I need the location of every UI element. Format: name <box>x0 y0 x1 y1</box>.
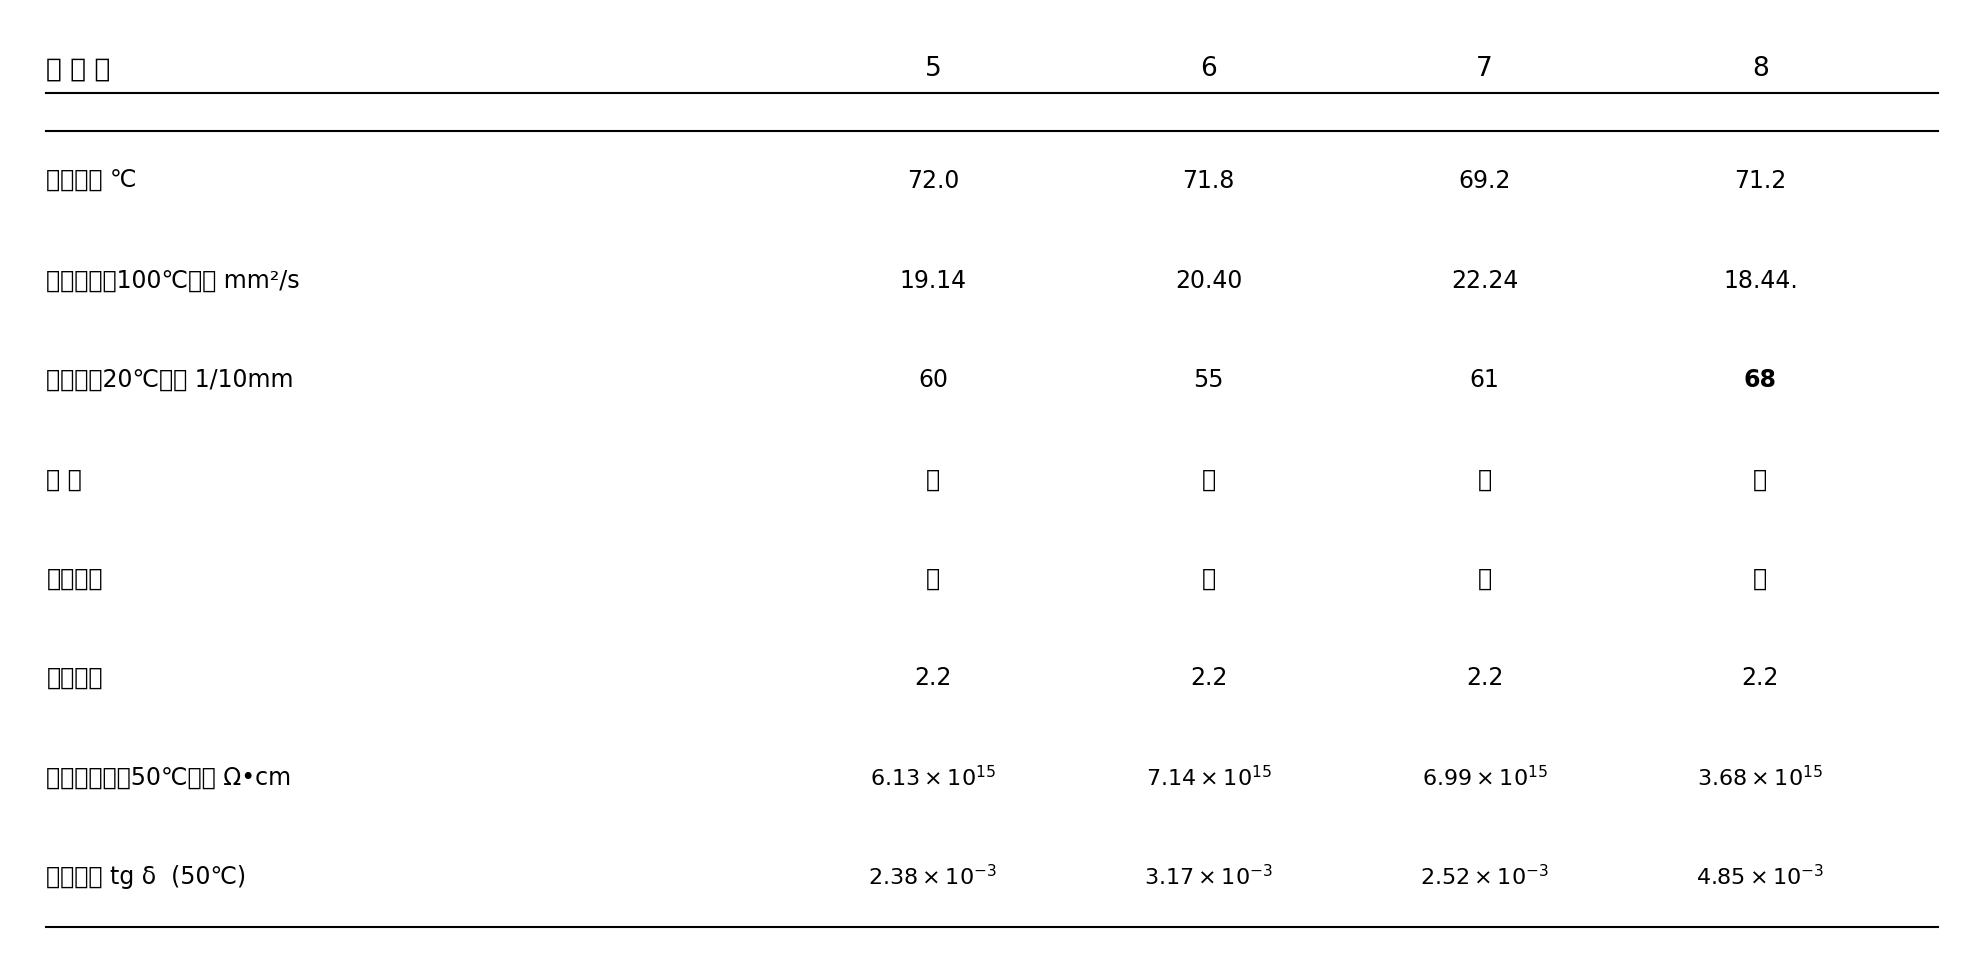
Text: 2.2: 2.2 <box>1190 666 1228 690</box>
Text: $6.13\times10^{15}$: $6.13\times10^{15}$ <box>869 765 996 790</box>
Text: 体积电阵率（50℃）， Ω•cm: 体积电阵率（50℃）， Ω•cm <box>46 766 292 789</box>
Text: 7: 7 <box>1476 56 1492 83</box>
Text: $2.52\times10^{-3}$: $2.52\times10^{-3}$ <box>1421 864 1550 889</box>
Text: $7.14\times10^{15}$: $7.14\times10^{15}$ <box>1145 765 1272 790</box>
Text: 介质损耗 tg δ  (50℃): 介质损耗 tg δ (50℃) <box>46 865 246 889</box>
Text: 5: 5 <box>925 56 940 83</box>
Text: 针入度（20℃）， 1/10mm: 针入度（20℃）， 1/10mm <box>46 368 294 392</box>
Text: 6: 6 <box>1200 56 1216 83</box>
Text: 71.2: 71.2 <box>1734 169 1786 193</box>
Text: 无: 无 <box>1478 567 1492 591</box>
Text: 2.2: 2.2 <box>1466 666 1504 690</box>
Text: 18.44.: 18.44. <box>1722 268 1798 293</box>
Text: 滖融点， ℃: 滖融点， ℃ <box>46 169 137 193</box>
Text: 运动粘度（100℃）， mm²/s: 运动粘度（100℃）， mm²/s <box>46 268 300 293</box>
Text: 72.0: 72.0 <box>907 169 958 193</box>
Text: 无: 无 <box>1202 567 1216 591</box>
Text: 71.8: 71.8 <box>1182 169 1234 193</box>
Text: 20.40: 20.40 <box>1175 268 1242 293</box>
Text: 55: 55 <box>1194 368 1224 392</box>
Text: 无: 无 <box>1754 567 1768 591</box>
Text: $4.85\times10^{-3}$: $4.85\times10^{-3}$ <box>1696 864 1825 889</box>
Text: 61: 61 <box>1470 368 1500 392</box>
Text: 2.2: 2.2 <box>915 666 952 690</box>
Text: 60: 60 <box>919 368 948 392</box>
Text: 实 施 例: 实 施 例 <box>46 56 111 83</box>
Text: 无: 无 <box>927 468 940 492</box>
Text: 19.14: 19.14 <box>899 268 966 293</box>
Text: 68: 68 <box>1744 368 1778 392</box>
Text: 机械杂质: 机械杂质 <box>46 567 103 591</box>
Text: $3.68\times10^{15}$: $3.68\times10^{15}$ <box>1698 765 1823 790</box>
Text: 无: 无 <box>927 567 940 591</box>
Text: 水 分: 水 分 <box>46 468 81 492</box>
Text: $3.17\times10^{-3}$: $3.17\times10^{-3}$ <box>1145 864 1274 889</box>
Text: 22.24: 22.24 <box>1450 268 1518 293</box>
Text: 介电常数: 介电常数 <box>46 666 103 690</box>
Text: 2.2: 2.2 <box>1742 666 1780 690</box>
Text: $2.38\times10^{-3}$: $2.38\times10^{-3}$ <box>869 864 998 889</box>
Text: 8: 8 <box>1752 56 1768 83</box>
Text: 69.2: 69.2 <box>1458 169 1510 193</box>
Text: 无: 无 <box>1478 468 1492 492</box>
Text: 无: 无 <box>1754 468 1768 492</box>
Text: 无: 无 <box>1202 468 1216 492</box>
Text: $6.99\times10^{15}$: $6.99\times10^{15}$ <box>1423 765 1548 790</box>
